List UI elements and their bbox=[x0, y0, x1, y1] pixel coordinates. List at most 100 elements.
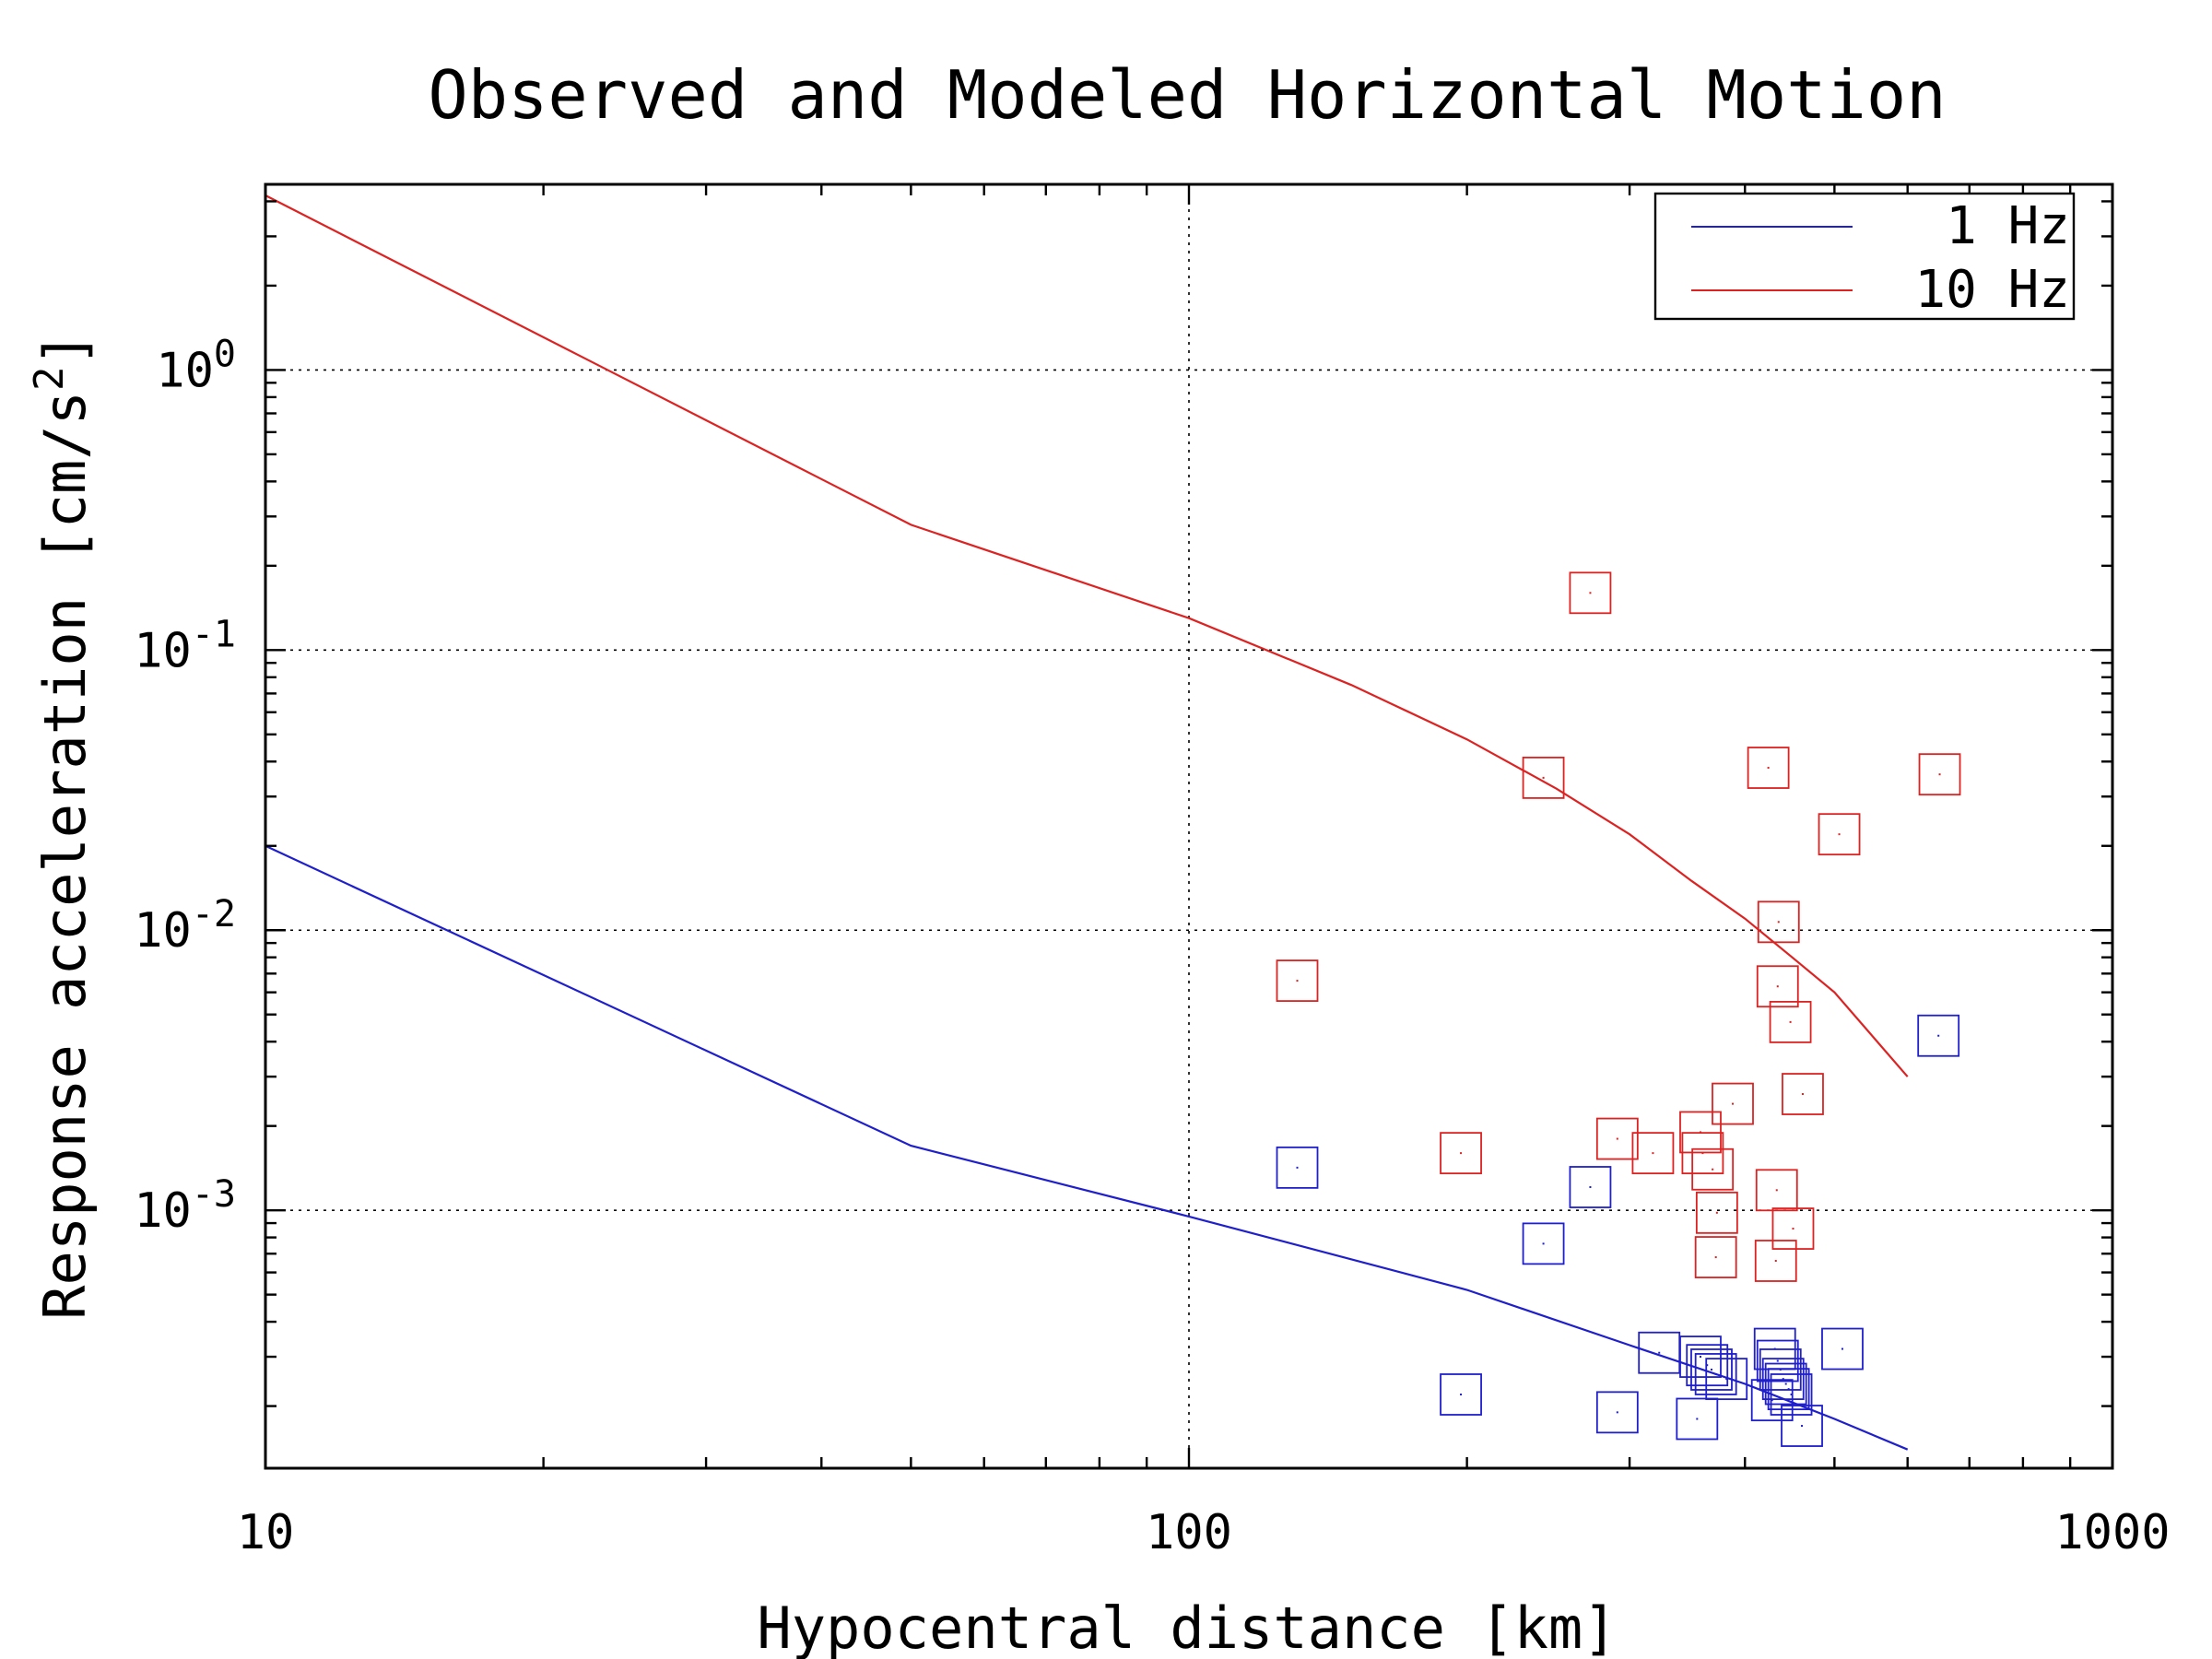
observed-point bbox=[1276, 959, 1319, 1002]
observed-point bbox=[1595, 1391, 1639, 1434]
observed-point-center bbox=[1937, 1034, 1940, 1037]
observed-point bbox=[1747, 747, 1790, 789]
observed-point bbox=[1686, 1344, 1729, 1387]
observed-point bbox=[1276, 1146, 1319, 1189]
observed-point bbox=[1761, 1358, 1805, 1401]
y-tick-labels: 10-3 10-2 10-1 100 bbox=[134, 333, 236, 1239]
observed-point-center bbox=[1701, 1152, 1704, 1155]
observed-point bbox=[1595, 1117, 1639, 1160]
observed-point-center bbox=[1542, 776, 1545, 779]
observed-point bbox=[1781, 1405, 1823, 1447]
axis-ticks bbox=[264, 184, 2112, 1468]
observed-point bbox=[1676, 1397, 1719, 1441]
observed-point-center bbox=[1658, 1351, 1661, 1354]
observed-point bbox=[1694, 1353, 1737, 1395]
model-line-10hz bbox=[265, 194, 1909, 1077]
observed-point-center bbox=[1715, 1211, 1718, 1214]
y-tick-label: 10-3 bbox=[134, 1173, 236, 1239]
observed-point-center bbox=[1589, 592, 1592, 594]
observed-markers bbox=[1276, 571, 1961, 1447]
observed-point bbox=[1631, 1132, 1675, 1175]
observed-point bbox=[1712, 1082, 1754, 1125]
x-tick-label: 1000 bbox=[2054, 1505, 2170, 1560]
observed-point bbox=[1522, 1222, 1565, 1265]
observed-point-center bbox=[1838, 833, 1841, 836]
x-tick-label: 10 bbox=[237, 1505, 295, 1560]
observed-point-center bbox=[1296, 1166, 1299, 1169]
observed-point-center bbox=[1776, 985, 1779, 988]
observed-point bbox=[1754, 1240, 1797, 1282]
observed-point bbox=[1756, 965, 1799, 1008]
observed-point-center bbox=[1792, 1228, 1794, 1230]
observed-point-center bbox=[1782, 1378, 1784, 1381]
observed-point bbox=[1679, 1335, 1722, 1378]
observed-point-center bbox=[1589, 1185, 1592, 1188]
observed-point bbox=[1569, 571, 1612, 615]
y-axis-label-tail: ] bbox=[31, 332, 99, 366]
observed-point bbox=[1691, 1147, 1735, 1191]
legend: 1 Hz 10 Hz bbox=[1653, 192, 2076, 321]
observed-point-center bbox=[1784, 1382, 1787, 1385]
legend-label-1hz: 1 Hz bbox=[1946, 196, 2070, 256]
observed-point-center bbox=[1777, 921, 1780, 924]
observed-point-center bbox=[1696, 1418, 1699, 1420]
observed-point-center bbox=[1706, 1364, 1709, 1367]
observed-point-center bbox=[1296, 980, 1299, 982]
observed-point bbox=[1821, 1327, 1864, 1371]
legend-box bbox=[1653, 192, 2076, 321]
observed-point-center bbox=[1725, 1378, 1728, 1381]
observed-point-center bbox=[1699, 1356, 1701, 1359]
observed-point-center bbox=[1774, 1259, 1777, 1262]
observed-point bbox=[1782, 1073, 1824, 1115]
legend-label-10hz: 10 Hz bbox=[1914, 260, 2070, 320]
observed-point-center bbox=[1790, 1393, 1793, 1395]
observed-point bbox=[1440, 1132, 1482, 1175]
y-tick-label: 100 bbox=[156, 333, 236, 398]
observed-point-center bbox=[1712, 1168, 1714, 1171]
observed-point-center bbox=[1542, 1242, 1545, 1245]
y-axis-label-main: Response acceleration [cm/s bbox=[31, 391, 99, 1320]
observed-point bbox=[1764, 1362, 1807, 1406]
observed-point-center bbox=[1616, 1411, 1618, 1414]
observed-point-center bbox=[1460, 1393, 1463, 1395]
observed-point bbox=[1757, 900, 1800, 944]
observed-point bbox=[1681, 1132, 1724, 1175]
observed-point bbox=[1918, 753, 1961, 796]
observed-point-center bbox=[1787, 1388, 1790, 1391]
observed-point bbox=[1705, 1358, 1748, 1401]
gridlines bbox=[265, 184, 2112, 1468]
observed-point bbox=[1569, 1166, 1612, 1208]
x-axis-label: Hypocentral distance [km] bbox=[757, 1594, 1617, 1659]
observed-point bbox=[1917, 1014, 1960, 1057]
observed-point bbox=[1767, 1368, 1810, 1411]
chart-title: Observed and Modeled Horizontal Motion bbox=[428, 56, 1946, 134]
y-tick-label: 10-2 bbox=[134, 893, 236, 959]
y-axis-label: Response acceleration [cm/s2] bbox=[26, 332, 99, 1320]
observed-point bbox=[1756, 1339, 1799, 1382]
observed-point-center bbox=[1616, 1137, 1618, 1140]
observed-point-center bbox=[1771, 1399, 1773, 1402]
observed-point-center bbox=[1775, 1189, 1778, 1192]
x-tick-label: 100 bbox=[1146, 1505, 1232, 1560]
observed-point-center bbox=[1776, 1359, 1779, 1362]
observed-point bbox=[1771, 1207, 1815, 1250]
observed-point bbox=[1694, 1236, 1737, 1278]
observed-point bbox=[1440, 1373, 1482, 1416]
model-line-1hz bbox=[265, 844, 1909, 1451]
observed-point bbox=[1755, 1169, 1798, 1212]
observed-point-center bbox=[1652, 1152, 1654, 1155]
series-lines bbox=[265, 194, 1909, 1451]
observed-point bbox=[1770, 1373, 1813, 1416]
observed-point-center bbox=[1789, 1020, 1792, 1023]
observed-point-center bbox=[1714, 1372, 1717, 1375]
observed-point bbox=[1522, 756, 1565, 799]
y-tick-label: 10-1 bbox=[134, 613, 236, 678]
observed-point bbox=[1818, 813, 1861, 856]
observed-point-center bbox=[1710, 1368, 1712, 1371]
observed-point-center bbox=[1460, 1152, 1463, 1155]
observed-point-center bbox=[1767, 767, 1770, 770]
observed-point-center bbox=[1841, 1347, 1843, 1350]
observed-point-center bbox=[1801, 1425, 1804, 1428]
observed-point-center bbox=[1732, 1102, 1735, 1105]
